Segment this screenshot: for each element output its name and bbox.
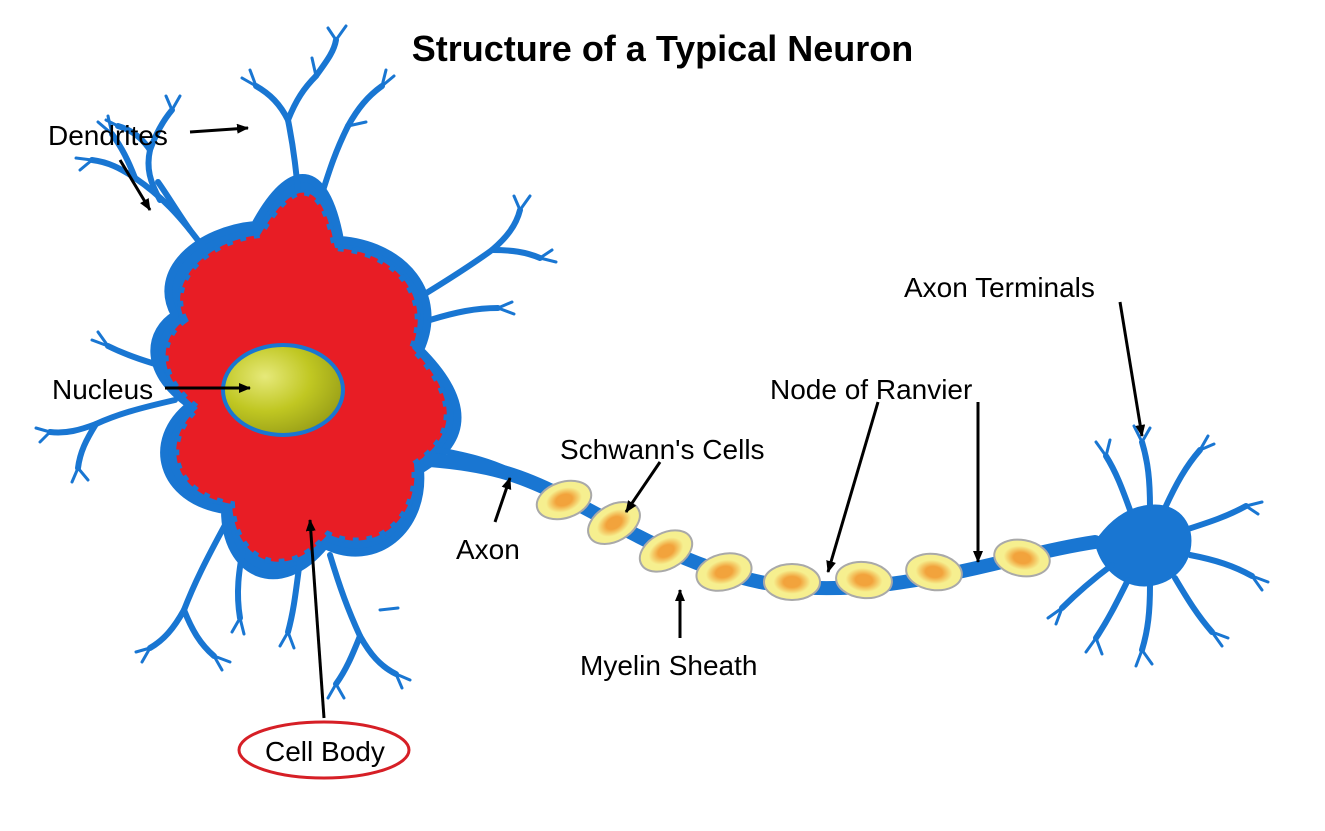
nucleus <box>223 345 343 435</box>
label-axon: Axon <box>456 534 520 566</box>
label-node-ranvier: Node of Ranvier <box>770 374 972 406</box>
label-dendrites: Dendrites <box>48 120 168 152</box>
neuron-diagram <box>0 0 1325 831</box>
label-myelin: Myelin Sheath <box>580 650 757 682</box>
axon <box>430 460 1095 588</box>
label-schwann: Schwann's Cells <box>560 434 765 466</box>
label-axon-terminals: Axon Terminals <box>904 272 1095 304</box>
myelin-sheath <box>532 474 1053 601</box>
label-nucleus: Nucleus <box>52 374 153 406</box>
label-cell-body: Cell Body <box>265 736 385 768</box>
